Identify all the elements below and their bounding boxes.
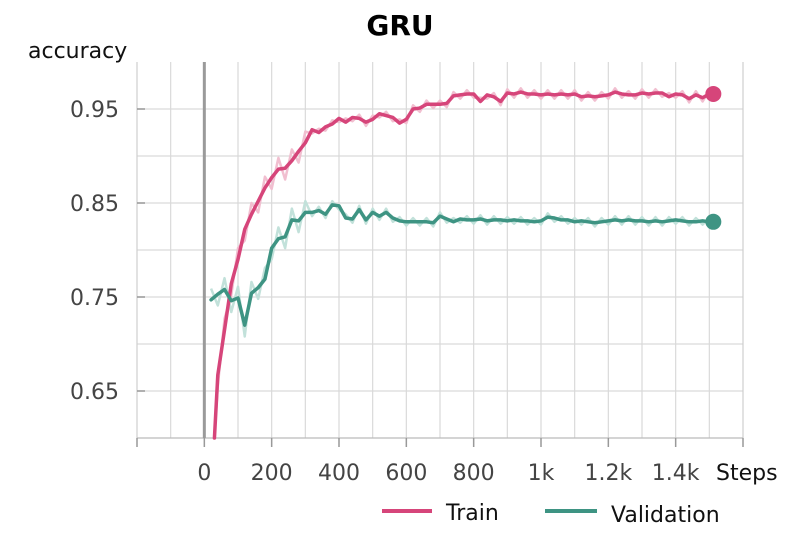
x-tick-label: 400 [318,461,360,486]
x-tick-label: 600 [385,461,427,486]
y-tick-label: 0.75 [70,286,119,311]
y-axis-label: accuracy [28,39,127,64]
x-tick-label: 1k [528,461,555,486]
legend-label-validation: Validation [611,503,720,528]
x-ticks: 0 200 400 600 800 1k 1.2k 1.4k [136,437,744,486]
x-tick-label: 800 [453,461,495,486]
series-end-point-1 [705,213,722,230]
x-tick-label: 1.4k [652,461,700,486]
y-tick-label: 0.95 [70,98,119,123]
series-line-1 [209,203,712,327]
series-line-0 [212,90,712,440]
grid [136,62,744,438]
legend: Train Validation [382,501,720,528]
raw-series-lines [209,87,711,437]
x-axis-label: Steps [716,461,778,486]
y-tick-label: 0.65 [70,380,119,405]
legend-label-train: Train [445,501,499,526]
y-ticks: 0.65 0.75 0.85 0.95 [70,98,145,405]
series-raw-line-0 [213,87,711,437]
series-end-points [705,85,722,230]
series-end-point-0 [705,85,722,102]
x-tick-label: 0 [197,461,211,486]
x-tick-label: 1.2k [584,461,632,486]
chart-title: GRU [366,9,433,42]
x-tick-label: 200 [251,461,293,486]
series-lines [209,90,712,440]
y-tick-label: 0.85 [70,192,119,217]
